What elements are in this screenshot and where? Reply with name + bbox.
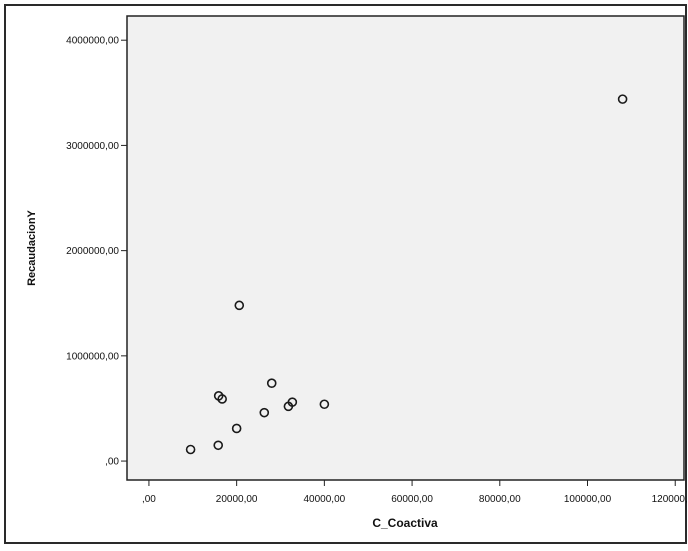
y-tick-label: 4000000,00 xyxy=(66,36,119,47)
data-point xyxy=(259,407,270,418)
x-tick-label: 40000,00 xyxy=(304,494,346,505)
y-tick-label: 2000000,00 xyxy=(66,246,119,257)
x-tick-label: ,00 xyxy=(142,494,156,505)
y-tick-label: 1000000,00 xyxy=(66,351,119,362)
data-point xyxy=(231,423,242,434)
y-tick-label: ,00 xyxy=(105,457,119,468)
x-tick-label: 20000,00 xyxy=(216,494,258,505)
y-axis-label: RecaudacionY xyxy=(26,209,38,285)
data-point xyxy=(617,94,628,104)
data-point xyxy=(266,378,277,389)
plot-area xyxy=(126,15,685,481)
x-axis-label: C_Coactiva xyxy=(372,516,438,530)
x-tick-label: 60000,00 xyxy=(391,494,433,505)
x-tick-label: 80000,00 xyxy=(479,494,521,505)
data-point xyxy=(217,394,227,404)
y-axis: ,00 1000000,00 2000000,00 3000000,00 4000000… xyxy=(66,36,127,468)
x-tick-label: 120000,00 xyxy=(652,494,688,505)
x-tick-label: 100000,00 xyxy=(564,494,612,505)
data-point xyxy=(185,444,196,455)
data-point xyxy=(234,300,245,311)
y-tick-label: 3000000,00 xyxy=(66,141,119,152)
data-points xyxy=(185,94,628,455)
data-point xyxy=(213,440,224,451)
data-point xyxy=(287,397,298,407)
data-point xyxy=(319,399,330,410)
x-axis: ,00 20000,00 40000,00 60000,00 80000,00 10000… xyxy=(142,480,688,505)
